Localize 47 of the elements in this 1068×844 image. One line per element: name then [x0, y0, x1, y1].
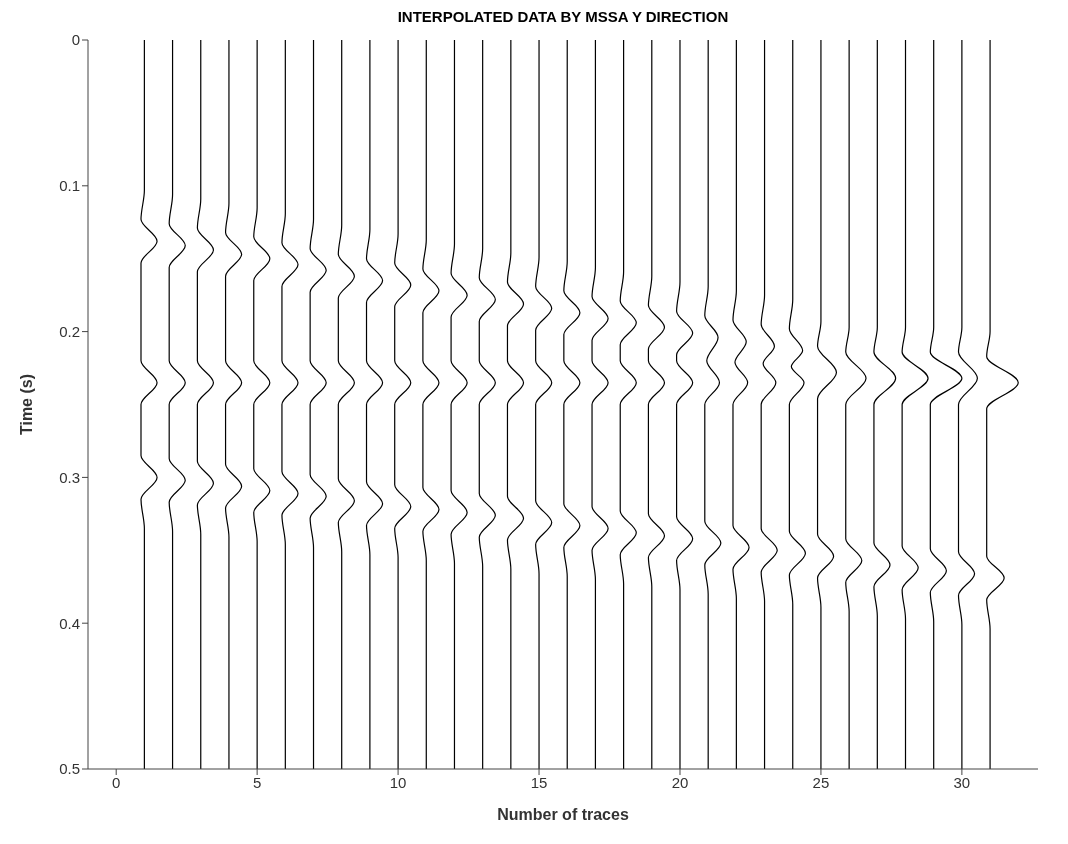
- line-series: [422, 40, 440, 769]
- x-tick-label: 20: [671, 773, 689, 791]
- line-series: [845, 40, 867, 769]
- chart-title: INTERPOLATED DATA BY MSSA Y DIRECTION: [396, 8, 730, 27]
- x-tick-label: 10: [389, 773, 407, 791]
- y-tick-label: 0.3: [59, 468, 80, 486]
- y-tick-label: 0.4: [59, 614, 80, 632]
- line-series: [140, 40, 158, 769]
- line-series: [281, 40, 299, 769]
- y-tick-label: 0.1: [59, 177, 80, 195]
- line-series: [450, 40, 468, 769]
- line-series: [986, 40, 1019, 769]
- line-series: [337, 40, 355, 769]
- x-tick-label: 15: [530, 773, 548, 791]
- line-series: [563, 40, 581, 769]
- line-series: [676, 40, 694, 769]
- line-series: [873, 40, 897, 769]
- line-series: [929, 40, 963, 769]
- x-axis-title: Number of traces: [497, 806, 629, 823]
- line-series: [253, 40, 271, 769]
- x-tick-label: 30: [953, 773, 971, 791]
- line-series: [394, 40, 412, 769]
- line-series: [196, 40, 215, 769]
- line-series: [647, 40, 666, 769]
- line-series: [365, 40, 384, 769]
- line-series: [704, 40, 722, 769]
- x-tick-label: 5: [252, 773, 262, 791]
- line-series: [732, 40, 750, 769]
- x-tick-label: 0: [112, 773, 121, 791]
- line-series: [224, 40, 243, 769]
- line-series: [619, 40, 637, 769]
- x-tick-label: 25: [812, 773, 830, 791]
- y-tick-label: 0.2: [59, 322, 80, 340]
- line-series: [591, 40, 609, 769]
- line-series: [760, 40, 778, 769]
- line-series: [309, 40, 327, 769]
- line-series: [957, 40, 978, 769]
- y-tick-label: 0: [71, 31, 80, 49]
- line-series: [901, 40, 929, 769]
- line-series: [535, 40, 553, 769]
- y-axis-title: Time (s): [17, 373, 35, 436]
- line-series: [506, 40, 525, 769]
- line-series: [168, 40, 186, 769]
- line-series: [816, 40, 838, 769]
- line-series: [788, 40, 807, 769]
- y-tick-label: 0.5: [59, 760, 80, 778]
- line-series: [478, 40, 496, 769]
